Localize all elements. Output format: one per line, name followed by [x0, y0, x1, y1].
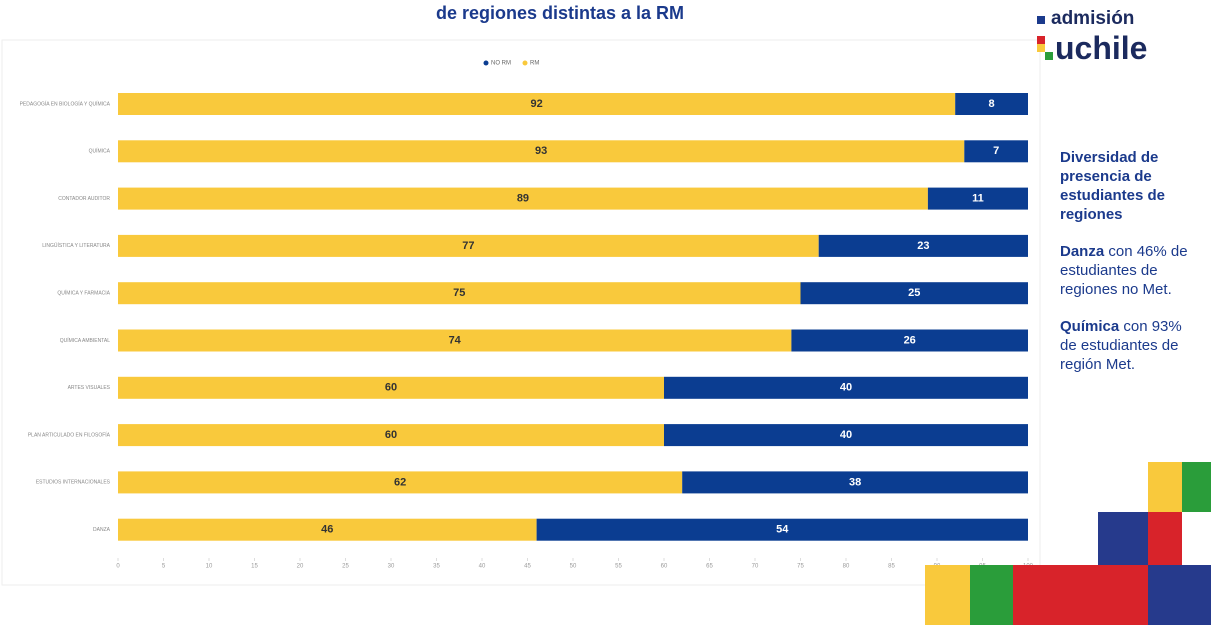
data-label: 74: [449, 334, 462, 346]
x-tick-label: 50: [570, 564, 577, 570]
chart-title: de regiones distintas a la RM: [436, 3, 684, 23]
data-label: 93: [535, 145, 547, 157]
x-tick-label: 20: [297, 564, 304, 570]
x-tick-label: 70: [752, 564, 759, 570]
deco: [1098, 512, 1148, 565]
y-tick-label: LINGÜÍSTICA Y LITERATURA: [42, 242, 110, 249]
data-label: 38: [849, 476, 861, 488]
logo-top: admisión: [1051, 8, 1134, 30]
deco: [1013, 565, 1148, 625]
x-tick-label: 30: [388, 564, 395, 570]
deco: [925, 565, 970, 625]
deco: [1182, 462, 1211, 512]
x-tick-label: 85: [888, 564, 895, 570]
logo-block: [1037, 44, 1045, 52]
logo-block: [1045, 52, 1053, 60]
data-label: 60: [385, 429, 397, 441]
data-label: 89: [517, 193, 529, 205]
data-label: 77: [462, 240, 474, 252]
x-tick-label: 65: [706, 564, 713, 570]
data-label: 40: [840, 429, 852, 441]
data-label: 7: [993, 145, 999, 157]
note-bold: Química: [1060, 318, 1119, 335]
slide: de regiones distintas a la RM 0510152025…: [0, 0, 1211, 625]
data-label: 8: [989, 98, 995, 110]
sidebar: Diversidad de presencia de estudiantes d…: [1060, 148, 1190, 392]
sidebar-heading: Diversidad de presencia de estudiantes d…: [1060, 148, 1190, 224]
x-tick-label: 25: [342, 564, 349, 570]
legend-swatch: [523, 61, 528, 66]
deco: [970, 565, 1013, 625]
x-tick-label: 15: [251, 564, 258, 570]
legend-label: RM: [530, 61, 539, 67]
data-label: 60: [385, 382, 397, 394]
deco: [1148, 565, 1211, 625]
x-tick-label: 45: [524, 564, 531, 570]
y-tick-label: DANZA: [93, 527, 111, 533]
deco: [1148, 512, 1182, 565]
x-tick-label: 55: [615, 564, 622, 570]
data-label: 75: [453, 287, 465, 299]
data-label: 46: [321, 524, 333, 536]
y-tick-label: CONTADOR AUDITOR: [58, 196, 110, 202]
data-label: 62: [394, 476, 406, 488]
y-tick-label: PEDAGOGÍA EN BIOLOGÍA Y QUÍMICA: [20, 100, 111, 107]
data-label: 26: [904, 334, 916, 346]
x-tick-label: 10: [206, 564, 213, 570]
note: Danza con 46% de estudiantes de regiones…: [1060, 242, 1190, 299]
logo-block: [1037, 16, 1045, 24]
x-tick-label: 35: [433, 564, 440, 570]
data-label: 23: [917, 240, 929, 252]
data-label: 25: [908, 287, 920, 299]
note-bold: Danza: [1060, 243, 1104, 260]
x-tick-label: 75: [797, 564, 804, 570]
x-tick-label: 80: [843, 564, 850, 570]
data-label: 40: [840, 382, 852, 394]
logo-bottom: uchile: [1055, 30, 1147, 67]
y-tick-label: PLAN ARTICULADO EN FILOSOFÍA: [28, 431, 111, 438]
chart-panel: [2, 40, 1040, 585]
legend-label: NO RM: [491, 61, 511, 67]
data-label: 54: [776, 524, 789, 536]
y-tick-label: QUÍMICA Y FARMACIA: [57, 290, 110, 297]
y-tick-label: QUÍMICA AMBIENTAL: [60, 337, 110, 344]
x-tick-label: 60: [661, 564, 668, 570]
legend-swatch: [484, 61, 489, 66]
y-tick-label: ARTES VISUALES: [68, 385, 111, 391]
y-tick-label: QUÍMICA: [89, 148, 111, 155]
logo-block: [1037, 36, 1045, 44]
data-label: 11: [972, 193, 984, 205]
deco: [1148, 462, 1182, 512]
x-tick-label: 40: [479, 564, 486, 570]
note: Química con 93% de estudiantes de región…: [1060, 317, 1190, 374]
y-tick-label: ESTUDIOS INTERNACIONALES: [36, 480, 111, 486]
data-label: 92: [530, 98, 542, 110]
chart: de regiones distintas a la RM 0510152025…: [0, 0, 1211, 625]
